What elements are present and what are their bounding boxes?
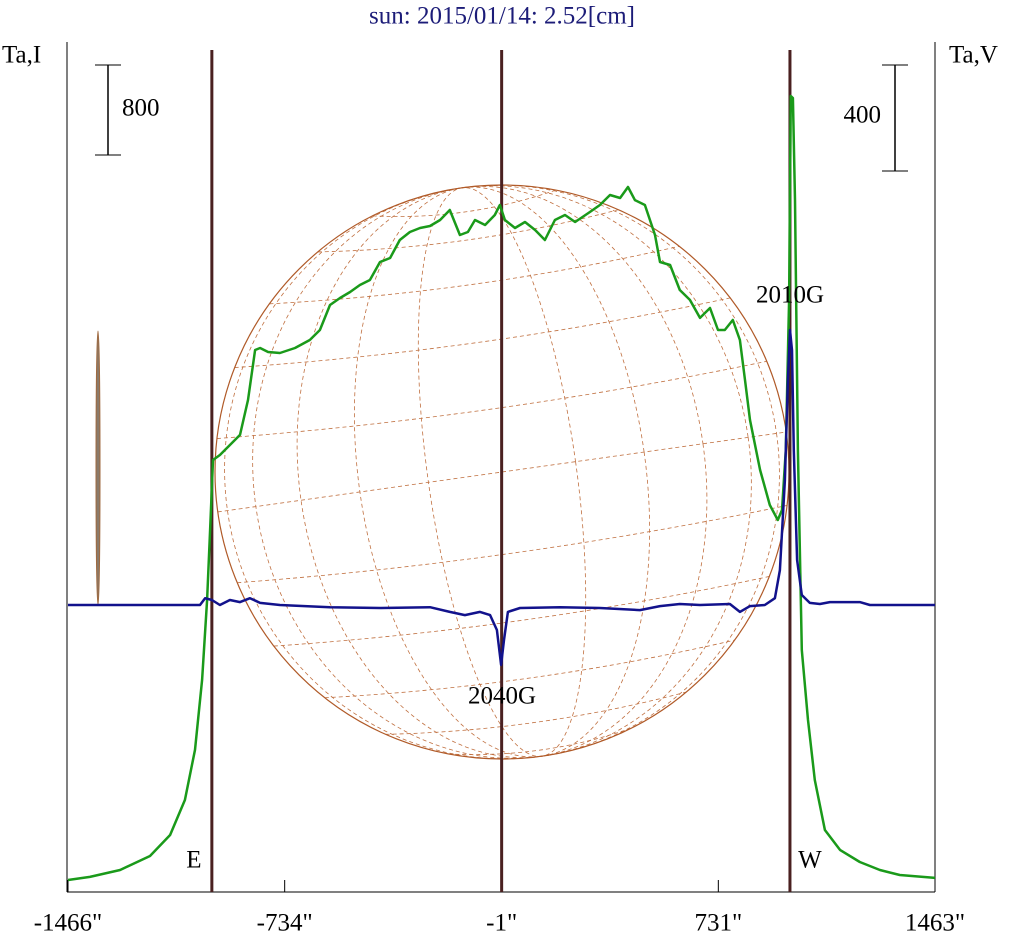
- y-axis-label: Ta,I: [2, 42, 41, 69]
- scale-bar-label: 400: [844, 102, 882, 129]
- parallel: [317, 209, 619, 253]
- parallel: [273, 576, 770, 647]
- marker-label: E: [186, 847, 201, 874]
- x-tick-label: -1": [486, 910, 517, 937]
- x-tick-label: -1466": [34, 910, 103, 937]
- x-tick-label: 1463": [905, 910, 965, 937]
- parallel: [234, 297, 731, 368]
- parallel: [324, 639, 735, 699]
- parallel: [216, 360, 767, 439]
- parallel: [448, 727, 632, 755]
- annotation: 2010G: [756, 282, 824, 309]
- chart-title: sun: 2015/01/14: 2.52[cm]: [369, 3, 635, 30]
- x-tick-label: 731": [694, 910, 742, 937]
- parallel: [237, 505, 788, 584]
- marker-ellipse: [95, 330, 101, 606]
- series-line: [68, 328, 935, 667]
- marker-label: W: [798, 847, 822, 874]
- x-tick-label: -734": [257, 910, 313, 937]
- scale-bar-label: 800: [122, 95, 160, 122]
- annotation: 2040G: [468, 683, 536, 710]
- parallel: [372, 189, 556, 217]
- y2-axis-label: Ta,V: [949, 42, 998, 69]
- parallel: [269, 245, 680, 305]
- parallel: [385, 691, 687, 735]
